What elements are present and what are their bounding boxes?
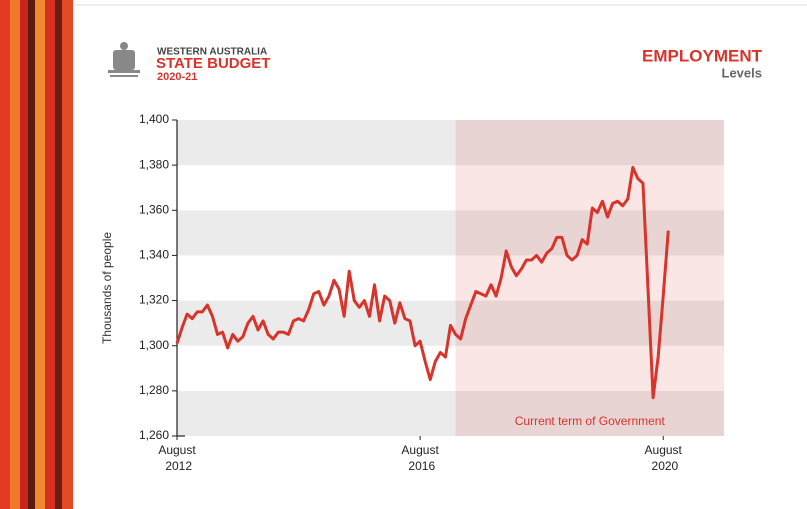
y-tick-label: 1,400 [139, 112, 169, 126]
decor-stripes [0, 0, 73, 509]
chart-title: EMPLOYMENT [642, 46, 763, 65]
shaded-region [456, 120, 724, 436]
shaded-region-label: Current term of Government [515, 414, 666, 428]
chart-subtitle: Levels [722, 65, 762, 80]
y-tick-label: 1,340 [139, 248, 169, 262]
y-tick-label: 1,380 [139, 157, 169, 171]
y-tick-label: 1,300 [139, 338, 169, 352]
x-tick-label: August 2012 [158, 443, 196, 473]
budget-year: 2020-21 [157, 71, 197, 83]
budget-title: STATE BUDGET [156, 55, 270, 72]
y-tick-label: 1,280 [139, 383, 169, 397]
x-tick-label: August 2016 [401, 443, 439, 473]
x-tick-label: August 2020 [645, 443, 683, 473]
plot: Current term of Government 1,260 1,280 1,30… [139, 112, 724, 473]
crest-logo [108, 42, 140, 77]
y-tick-label: 1,360 [139, 202, 169, 216]
y-axis-label: Thousands of people [100, 232, 114, 344]
slide: WESTERN AUSTRALIA STATE BUDGET 2020-21 E… [0, 0, 807, 509]
y-tick-label: 1,320 [139, 293, 169, 307]
y-tick-label: 1,260 [139, 428, 169, 442]
